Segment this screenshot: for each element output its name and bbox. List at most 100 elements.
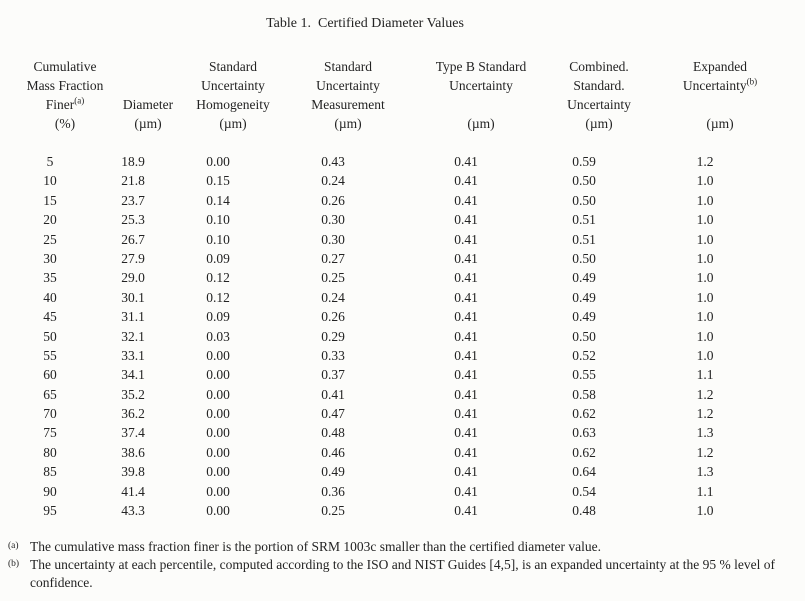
cell-standard-uncertainty-measurement: 0.25 — [321, 503, 345, 519]
cell-standard-uncertainty-measurement: 0.48 — [321, 425, 345, 441]
cell-diameter: 30.1 — [121, 289, 145, 305]
cell-standard-uncertainty-measurement: 0.30 — [321, 231, 345, 247]
header-type-b-standard-uncertainty: Type B Standard Uncertainty (µm) — [411, 57, 551, 133]
cell-combined-standard-uncertainty: 0.64 — [572, 464, 596, 480]
header-line: Finer(a) — [45, 95, 85, 112]
cell-cumulative-mass-fraction-finer: 85 — [43, 464, 57, 480]
cell-standard-uncertainty-measurement: 0.36 — [321, 483, 345, 499]
table-row: 80 38.6 0.00 0.46 0.41 0.62 1.2 — [0, 443, 805, 462]
cell-standard-uncertainty-homogeneity: 0.00 — [206, 503, 230, 519]
cell-type-b-standard-uncertainty: 0.41 — [454, 173, 478, 189]
cell-expanded-uncertainty: 1.0 — [696, 212, 714, 228]
cell-expanded-uncertainty: 1.2 — [696, 386, 714, 402]
cell-diameter: 25.3 — [121, 212, 145, 228]
header-standard-uncertainty-measurement: Standard Uncertainty Measurement (µm) — [285, 57, 411, 133]
cell-standard-uncertainty-homogeneity: 0.09 — [206, 250, 230, 266]
cell-standard-uncertainty-measurement: 0.29 — [321, 328, 345, 344]
cell-combined-standard-uncertainty: 0.54 — [572, 483, 596, 499]
header-line — [115, 76, 181, 95]
cell-standard-uncertainty-measurement: 0.46 — [321, 444, 345, 460]
table-row: 10 21.8 0.15 0.24 0.41 0.50 1.0 — [0, 171, 805, 190]
cell-cumulative-mass-fraction-finer: 40 — [43, 289, 57, 305]
header-line: Uncertainty — [449, 78, 513, 93]
cell-cumulative-mass-fraction-finer: 10 — [43, 173, 57, 189]
cell-type-b-standard-uncertainty: 0.41 — [454, 270, 478, 286]
cell-standard-uncertainty-measurement: 0.25 — [321, 270, 345, 286]
cell-diameter: 36.2 — [121, 406, 145, 422]
table-row: 70 36.2 0.00 0.47 0.41 0.62 1.2 — [0, 404, 805, 423]
table-row: 75 37.4 0.00 0.48 0.41 0.63 1.3 — [0, 423, 805, 442]
cell-standard-uncertainty-homogeneity: 0.00 — [206, 464, 230, 480]
table-body: 5 18.9 0.00 0.43 0.41 0.59 1.2 10 21.8 0.15 0.24 0.… — [0, 152, 805, 520]
cell-diameter: 37.4 — [121, 425, 145, 441]
table-row: 50 32.1 0.03 0.29 0.41 0.50 1.0 — [0, 327, 805, 346]
cell-combined-standard-uncertainty: 0.52 — [572, 347, 596, 363]
cell-expanded-uncertainty: 1.2 — [696, 154, 714, 169]
footnote: (b) The uncertainty at each percentile, c… — [8, 556, 805, 592]
cell-standard-uncertainty-measurement: 0.26 — [321, 192, 345, 208]
cell-standard-uncertainty-homogeneity: 0.00 — [206, 367, 230, 383]
header-expanded-uncertainty: Expanded Uncertainty(b) (µm) — [647, 57, 793, 133]
header-diameter: Diameter (µm) — [115, 57, 181, 133]
cell-standard-uncertainty-homogeneity: 0.12 — [206, 289, 230, 305]
table-row: 90 41.4 0.00 0.36 0.41 0.54 1.1 — [0, 482, 805, 501]
table-row: 20 25.3 0.10 0.30 0.41 0.51 1.0 — [0, 210, 805, 229]
header-line: Uncertainty — [201, 78, 265, 93]
cell-standard-uncertainty-measurement: 0.30 — [321, 212, 345, 228]
cell-combined-standard-uncertainty: 0.49 — [572, 270, 596, 286]
cell-standard-uncertainty-measurement: 0.33 — [321, 347, 345, 363]
footnote-text: The uncertainty at each percentile, comp… — [30, 557, 775, 591]
header-line: (µm) — [467, 116, 495, 131]
header-line: Cumulative — [33, 59, 97, 74]
header-line — [115, 57, 181, 76]
header-line: (µm) — [706, 116, 734, 131]
cell-expanded-uncertainty: 1.0 — [696, 173, 714, 189]
cell-standard-uncertainty-homogeneity: 0.00 — [206, 483, 230, 499]
cell-expanded-uncertainty: 1.0 — [696, 289, 714, 305]
header-line: Homogeneity — [196, 97, 270, 112]
table-row: 25 26.7 0.10 0.30 0.41 0.51 1.0 — [0, 230, 805, 249]
cell-expanded-uncertainty: 1.0 — [696, 250, 714, 266]
cell-expanded-uncertainty: 1.1 — [696, 483, 714, 499]
cell-cumulative-mass-fraction-finer: 5 — [46, 154, 54, 169]
header-line — [411, 95, 551, 114]
cell-combined-standard-uncertainty: 0.59 — [572, 154, 596, 169]
cell-type-b-standard-uncertainty: 0.41 — [454, 289, 478, 305]
cell-type-b-standard-uncertainty: 0.41 — [454, 464, 478, 480]
cell-standard-uncertainty-homogeneity: 0.00 — [206, 386, 230, 402]
cell-type-b-standard-uncertainty: 0.41 — [454, 503, 478, 519]
cell-combined-standard-uncertainty: 0.49 — [572, 289, 596, 305]
cell-expanded-uncertainty: 1.2 — [696, 444, 714, 460]
cell-combined-standard-uncertainty: 0.50 — [572, 328, 596, 344]
cell-standard-uncertainty-homogeneity: 0.03 — [206, 328, 230, 344]
cell-diameter: 29.0 — [121, 270, 145, 286]
header-line: Standard — [209, 59, 257, 74]
cell-standard-uncertainty-measurement: 0.49 — [321, 464, 345, 480]
cell-cumulative-mass-fraction-finer: 15 — [43, 192, 57, 208]
cell-cumulative-mass-fraction-finer: 95 — [43, 503, 57, 519]
table-title: Table 1. Certified Diameter Values — [266, 16, 464, 31]
header-line: Uncertainty(b) — [682, 76, 758, 93]
header-line: Standard — [324, 59, 372, 74]
cell-standard-uncertainty-measurement: 0.43 — [321, 154, 345, 169]
cell-combined-standard-uncertainty: 0.55 — [572, 367, 596, 383]
cell-diameter: 33.1 — [121, 347, 145, 363]
cell-combined-standard-uncertainty: 0.50 — [572, 192, 596, 208]
footnote-ref: (a) — [74, 95, 85, 106]
cell-diameter: 31.1 — [121, 309, 145, 325]
cell-type-b-standard-uncertainty: 0.41 — [454, 347, 478, 363]
cell-standard-uncertainty-measurement: 0.41 — [321, 386, 345, 402]
table-row: 35 29.0 0.12 0.25 0.41 0.49 1.0 — [0, 268, 805, 287]
cell-type-b-standard-uncertainty: 0.41 — [454, 309, 478, 325]
footnote-text: The cumulative mass fraction finer is th… — [30, 539, 601, 555]
table-header: Cumulative Mass Fraction Finer(a) (%) Diame… — [15, 57, 805, 133]
cell-type-b-standard-uncertainty: 0.41 — [454, 406, 478, 422]
header-line: Measurement — [311, 97, 385, 112]
cell-cumulative-mass-fraction-finer: 65 — [43, 386, 57, 402]
cell-standard-uncertainty-homogeneity: 0.09 — [206, 309, 230, 325]
cell-cumulative-mass-fraction-finer: 35 — [43, 270, 57, 286]
header-line: Diameter — [122, 97, 174, 112]
cell-cumulative-mass-fraction-finer: 90 — [43, 483, 57, 499]
footnote-marker: (a) — [8, 541, 19, 552]
table-row: 60 34.1 0.00 0.37 0.41 0.55 1.1 — [0, 365, 805, 384]
